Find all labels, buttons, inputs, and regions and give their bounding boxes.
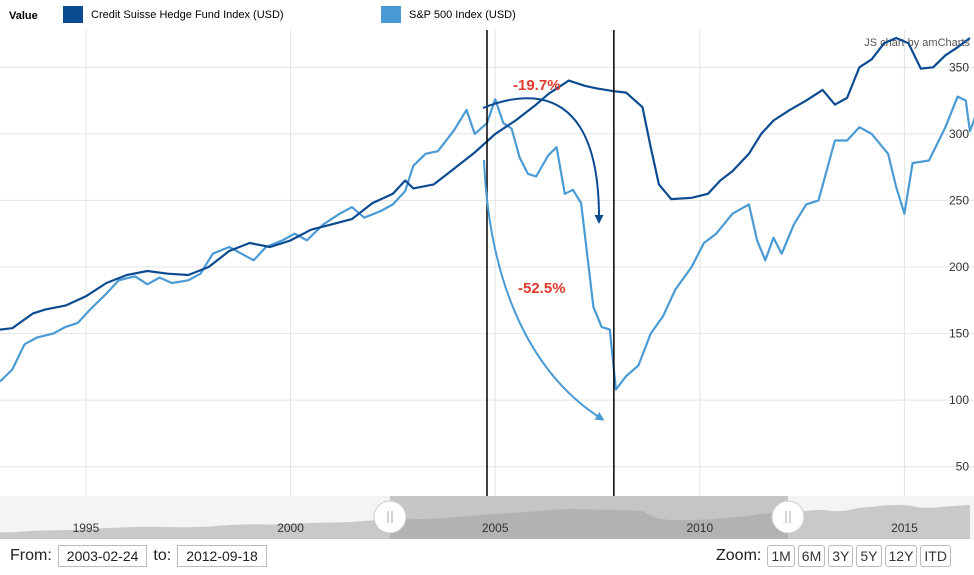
y-tick-label: 250	[949, 193, 969, 207]
hf-drawdown-arrow	[482, 97, 604, 224]
legend-item-hedge-fund[interactable]: Credit Suisse Hedge Fund Index (USD)	[63, 6, 284, 23]
zoom-1m-button[interactable]: 1M	[767, 545, 795, 567]
chart-series	[0, 36, 974, 391]
legend-item-sp500[interactable]: S&P 500 Index (USD)	[381, 6, 516, 23]
from-label: From:	[10, 547, 52, 564]
date-range: From: 2003-02-24 to: 2012-09-18	[10, 545, 273, 567]
legend-label-hedge-fund: Credit Suisse Hedge Fund Index (USD)	[91, 8, 284, 21]
navigator-left-handle[interactable]	[373, 500, 407, 534]
y-tick-label: 50	[956, 460, 970, 474]
navigator-year-label: 2000	[277, 521, 304, 535]
y-axis-ticks: 50 100 150 200 250 300 350	[949, 60, 969, 473]
y-tick-label: 350	[949, 60, 969, 74]
zoom-itd-button[interactable]: ITD	[920, 545, 951, 567]
legend-swatch-sp500	[381, 6, 401, 23]
y-tick-label: 100	[949, 393, 969, 407]
zoom-12y-button[interactable]: 12Y	[884, 545, 918, 567]
from-date-input[interactable]: 2003-02-24	[57, 545, 148, 567]
to-label: to:	[153, 547, 172, 564]
navigator-years: 1995 2000 2005 2010 2015	[73, 521, 919, 535]
hedge-fund-line	[0, 36, 971, 331]
y-tick-label: 200	[949, 260, 969, 274]
zoom-3y-button[interactable]: 3Y	[828, 545, 854, 567]
zoom-label: Zoom:	[716, 547, 762, 564]
navigator-year-label: 1995	[73, 521, 100, 535]
legend-label-sp500: S&P 500 Index (USD)	[409, 8, 516, 21]
zoom-6m-button[interactable]: 6M	[797, 545, 826, 567]
navigator-year-label: 2015	[891, 521, 918, 535]
legend-swatch-hedge-fund	[63, 6, 83, 23]
legend: Value Credit Suisse Hedge Fund Index (US…	[0, 0, 974, 30]
hf-drawdown-label: -19.7%	[513, 77, 561, 94]
zoom-controls: Zoom: 1M 6M 3Y 5Y 12Y ITD	[716, 545, 951, 567]
legend-title: Value	[9, 10, 38, 22]
y-tick-label: 300	[949, 127, 969, 141]
sp-drawdown-arrow	[483, 159, 605, 421]
navigator-right-handle[interactable]	[771, 500, 805, 534]
navigator-year-label: 2010	[686, 521, 713, 535]
sp500-line	[0, 95, 974, 391]
navigator-year-label: 2005	[482, 521, 509, 535]
navigator-selection[interactable]	[390, 496, 788, 539]
zoom-5y-button[interactable]: 5Y	[856, 545, 882, 567]
sp-drawdown-label: -52.5%	[518, 280, 566, 297]
chart-markers	[486, 30, 615, 496]
chart-annotations: -19.7% -52.5%	[482, 77, 605, 421]
to-date-input[interactable]: 2012-09-18	[177, 545, 267, 567]
navigator[interactable]: 1995 2000 2005 2010 2015	[0, 496, 974, 539]
y-tick-label: 150	[949, 327, 969, 341]
